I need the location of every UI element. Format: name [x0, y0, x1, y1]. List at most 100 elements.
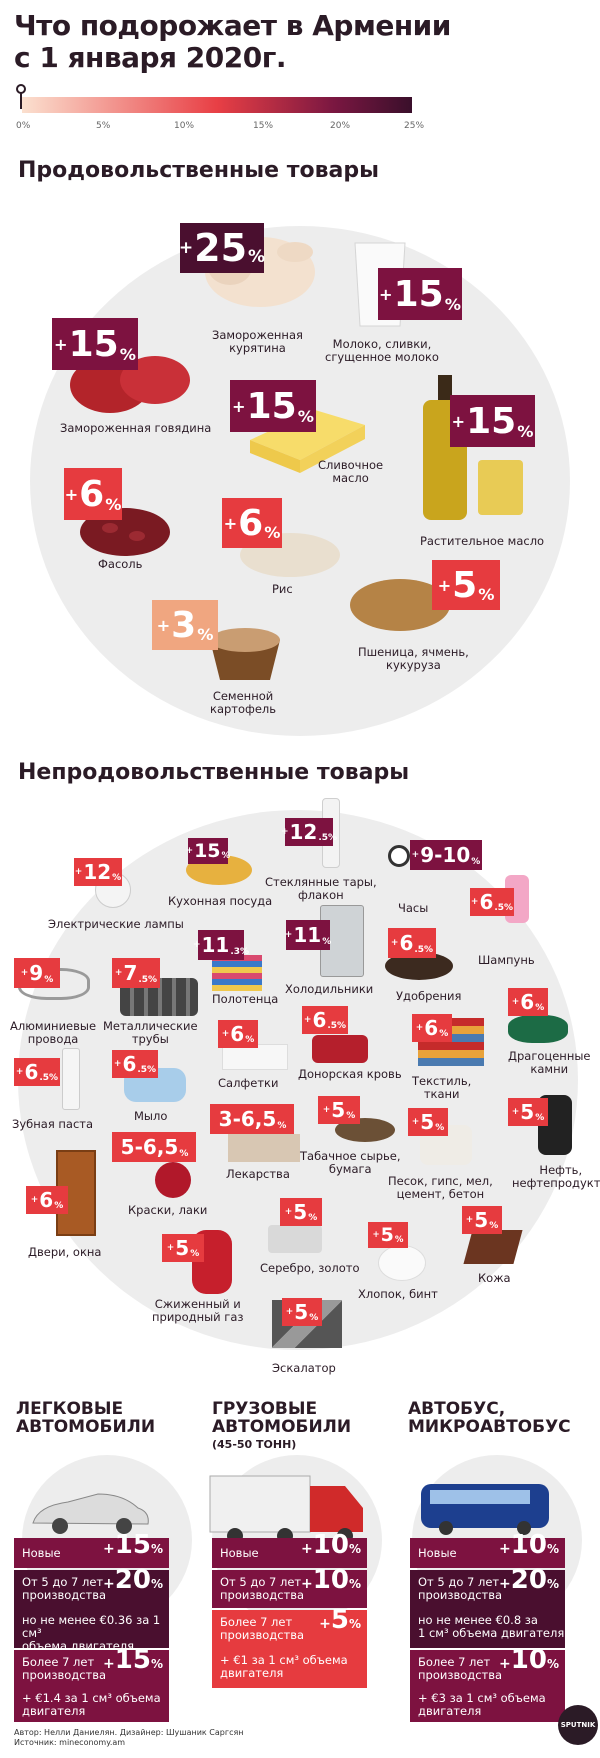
food-badge: +15% — [450, 395, 535, 447]
food-label: Пшеница, ячмень, кукуруза — [358, 645, 469, 672]
nonfood-label: Часы — [398, 901, 429, 915]
nonfood-badge: +5% — [408, 1108, 448, 1136]
bus-image — [421, 1484, 549, 1535]
food-label: Рис — [272, 582, 293, 596]
nonfood-label: Салфетки — [218, 1076, 279, 1090]
nonfood-label: Драгоценные камни — [508, 1049, 591, 1076]
food-label: Растительное масло — [420, 534, 545, 548]
nonfood-badge: +11% — [285, 920, 331, 950]
buses-row: Более 7 лет производства +10% + €3 за 1 см³… — [410, 1647, 565, 1722]
nonfood-label: Эскалатор — [272, 1361, 336, 1375]
credits-source: Источник: mineconomy.am — [14, 1738, 126, 1747]
nonfood-badge: +6.5% — [388, 928, 436, 958]
percent-color-scale — [22, 97, 412, 113]
nonfood-badge: +6% — [218, 1020, 258, 1048]
nonfood-label: Алюминиевые провода — [10, 1019, 97, 1046]
scale-tick: 20% — [330, 121, 351, 131]
nonfood-label: Холодильники — [285, 982, 374, 996]
silver-gold-image — [268, 1225, 322, 1253]
credits: Автор: Нелли Даниелян. Дизайнер: Шушаник… — [14, 1728, 244, 1748]
trucks-title: Грузовые автомобили (45-50 тонн) — [212, 1399, 352, 1451]
nonfood-badge: +5% — [368, 1222, 408, 1248]
scale-tick: 5% — [96, 121, 111, 131]
nonfood-badge: +12.5% — [280, 818, 338, 846]
leather-image — [463, 1230, 523, 1264]
nonfood-badge: +11.3% — [193, 930, 249, 960]
nonfood-label: Зубная паста — [12, 1117, 94, 1131]
cars-title: Легковые автомобили — [16, 1399, 156, 1437]
nonfood-badge: +6% — [26, 1186, 68, 1214]
buses-title: Автобус, микроавтобус — [408, 1399, 571, 1437]
towels-image — [212, 955, 262, 991]
title-line-1: Что подорожает в Армении — [14, 9, 451, 42]
nonfood-label: Лекарства — [226, 1167, 290, 1181]
nonfood-label: Нефть, нефтепродукты — [512, 1163, 600, 1190]
food-badge: +25% — [179, 223, 265, 273]
nonfood-label: Мыло — [134, 1109, 168, 1123]
food-label: Замороженная говядина — [60, 421, 212, 435]
seed-potato-basket-image — [210, 628, 280, 680]
food-badge: +3% — [152, 600, 218, 650]
nonfood-badge: +6.5% — [302, 1006, 348, 1034]
sputnik-logo: SPUTNIK — [558, 1705, 598, 1745]
nonfood-badge: +9-10% — [410, 840, 482, 870]
food-section-heading: Продовольственные товары — [18, 158, 380, 183]
medicine-image — [228, 1134, 300, 1162]
scale-tick: 10% — [174, 121, 195, 131]
nonfood-badge: +6% — [412, 1014, 452, 1042]
cars-row: Более 7 лет производства +15% + €1.4 за 1 с… — [14, 1647, 169, 1722]
donor-blood-image — [312, 1035, 368, 1063]
nonfood-label: Песок, гипс, мел, цемент, бетон — [388, 1174, 493, 1201]
nonfood-badge: +5% — [162, 1234, 204, 1262]
trucks-row: Новые +10% — [212, 1532, 367, 1568]
page-title: Что подорожает в Армении с 1 января 2020… — [14, 10, 451, 74]
toothpaste-image — [62, 1048, 80, 1110]
nonfood-badge: +5% — [282, 1298, 322, 1326]
car-image — [32, 1493, 149, 1534]
food-label: Молоко, сливки, сгущенное молоко — [325, 337, 439, 364]
nonfood-badge: +5% — [280, 1198, 322, 1226]
food-label: Сливочное масло — [318, 458, 384, 485]
nonfood-section-heading: Непродовольственные товары — [18, 760, 410, 785]
nonfood-badge: +6.5% — [112, 1050, 158, 1078]
nonfood-badge: +9% — [14, 958, 60, 988]
nonfood-label: Электрические лампы — [48, 917, 184, 931]
nonfood-badge: 5-6,5% — [112, 1132, 196, 1162]
butter-image — [250, 410, 365, 473]
nonfood-badge: +12% — [74, 858, 122, 886]
nonfood-label: Металлические трубы — [103, 1019, 198, 1046]
nonfood-label: Стеклянные тары, флакон — [265, 875, 377, 902]
scale-tick: 15% — [253, 121, 274, 131]
buses-row: От 5 до 7 лет производства +20% но не менее… — [410, 1567, 565, 1648]
cars-row: От 5 до 7 лет производства +20% но не менее… — [14, 1567, 169, 1653]
nonfood-label: Текстиль, ткани — [412, 1074, 472, 1101]
food-label: Семенной картофель — [210, 689, 277, 716]
food-label: Замороженная курятина — [212, 328, 303, 355]
food-badge: +15% — [52, 318, 138, 370]
buses-row: Новые +10% — [410, 1532, 565, 1568]
refrigerator-image — [320, 905, 364, 977]
scale-marker-dot — [16, 84, 26, 94]
cars-row: Новые +15% — [14, 1532, 169, 1568]
nonfood-badge: +6.5% — [14, 1058, 60, 1086]
food-badge: +5% — [432, 560, 500, 610]
nonfood-badge: +6% — [508, 988, 548, 1016]
nonfood-label: Кожа — [478, 1271, 511, 1285]
food-badge: +6% — [64, 468, 122, 520]
cotton-image — [378, 1245, 426, 1281]
nonfood-label: Шампунь — [478, 953, 535, 967]
scale-tick: 0% — [16, 121, 31, 131]
scale-marker — [20, 87, 22, 109]
nonfood-badge: +5% — [462, 1206, 502, 1234]
food-label: Фасоль — [98, 557, 143, 571]
grain-image — [350, 579, 450, 631]
nonfood-badge: +15% — [185, 838, 231, 864]
nonfood-label: Табачное сырье, бумага — [300, 1149, 401, 1176]
title-line-2: с 1 января 2020г. — [14, 41, 286, 74]
trucks-row: Более 7 лет производства +5% + €1 за 1 см³ … — [212, 1607, 367, 1688]
watch-image — [388, 845, 410, 867]
nonfood-label: Сжиженный и природный газ — [152, 1297, 244, 1324]
food-badge: +6% — [222, 498, 282, 548]
nonfood-badge: +7.5% — [112, 958, 160, 988]
nonfood-label: Удобрения — [396, 989, 462, 1003]
